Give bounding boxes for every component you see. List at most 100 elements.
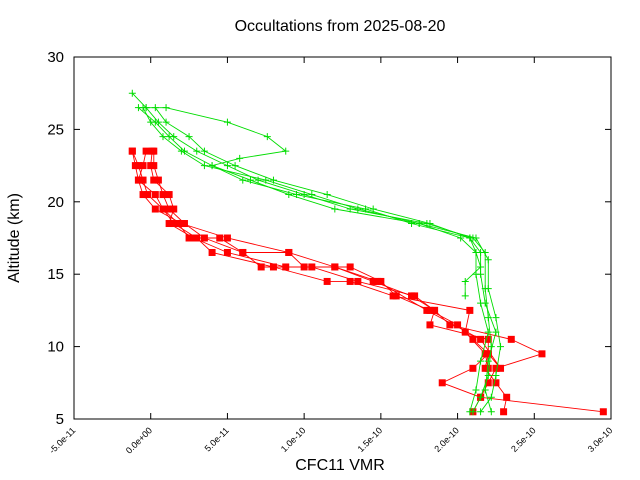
data-point bbox=[200, 162, 208, 170]
data-point bbox=[150, 176, 158, 184]
data-point bbox=[492, 372, 500, 380]
data-point bbox=[446, 321, 454, 329]
y-axis-title: Altitude (km) bbox=[6, 193, 23, 283]
data-point bbox=[484, 285, 492, 293]
data-point bbox=[159, 191, 167, 199]
y-tick-label: 25 bbox=[47, 121, 64, 138]
data-point bbox=[165, 205, 173, 213]
data-point bbox=[484, 350, 492, 358]
data-point bbox=[263, 133, 271, 141]
data-point bbox=[323, 191, 331, 199]
data-point bbox=[481, 299, 489, 307]
data-point bbox=[472, 234, 480, 242]
data-point bbox=[415, 220, 423, 228]
data-point bbox=[231, 162, 239, 170]
data-point bbox=[461, 292, 469, 300]
data-point bbox=[423, 306, 431, 314]
y-tick-label: 15 bbox=[47, 266, 64, 283]
x-axis-title: CFC11 VMR bbox=[295, 457, 385, 474]
data-point bbox=[185, 234, 193, 242]
data-point bbox=[170, 220, 178, 228]
series-8 bbox=[142, 104, 500, 416]
data-point bbox=[162, 104, 170, 112]
y-tick-label: 10 bbox=[47, 339, 64, 356]
data-point bbox=[484, 335, 492, 343]
data-point bbox=[484, 364, 492, 372]
y-tick-label: 30 bbox=[47, 49, 64, 66]
data-point bbox=[323, 277, 331, 285]
data-point bbox=[461, 277, 469, 285]
data-point bbox=[162, 118, 170, 126]
data-point bbox=[216, 234, 224, 242]
chart-title: Occultations from 2025-08-20 bbox=[235, 18, 446, 35]
data-point bbox=[354, 205, 362, 213]
data-point bbox=[497, 364, 505, 372]
data-point bbox=[354, 277, 362, 285]
data-point bbox=[154, 176, 162, 184]
data-point bbox=[134, 104, 142, 112]
plot-frame bbox=[73, 56, 612, 420]
data-point bbox=[200, 147, 208, 155]
data-point bbox=[484, 256, 492, 264]
data-point bbox=[180, 147, 188, 155]
data-point bbox=[174, 220, 182, 228]
series-9 bbox=[134, 104, 485, 300]
data-point bbox=[159, 133, 167, 141]
data-point bbox=[503, 393, 511, 401]
data-point bbox=[497, 343, 505, 351]
y-tick-label: 5 bbox=[56, 411, 64, 428]
data-point bbox=[239, 176, 247, 184]
series-line bbox=[131, 150, 489, 369]
data-point bbox=[484, 372, 492, 380]
data-point bbox=[346, 263, 354, 271]
data-point bbox=[477, 393, 485, 401]
data-point bbox=[285, 191, 293, 199]
data-point bbox=[269, 263, 277, 271]
data-point bbox=[538, 350, 546, 358]
data-point bbox=[599, 408, 607, 416]
data-point bbox=[236, 154, 244, 162]
data-point bbox=[208, 248, 216, 256]
data-point bbox=[408, 220, 416, 228]
data-point bbox=[507, 335, 515, 343]
data-point bbox=[389, 292, 397, 300]
data-point bbox=[142, 104, 150, 112]
data-point bbox=[148, 147, 156, 155]
data-point bbox=[492, 379, 500, 387]
data-point bbox=[193, 147, 201, 155]
data-point bbox=[426, 220, 434, 228]
data-point bbox=[285, 248, 293, 256]
data-point bbox=[369, 277, 377, 285]
data-point bbox=[282, 263, 290, 271]
data-point bbox=[170, 205, 178, 213]
series-line bbox=[138, 107, 482, 296]
data-point bbox=[142, 147, 150, 155]
data-point bbox=[454, 321, 462, 329]
data-point bbox=[151, 118, 159, 126]
data-point bbox=[487, 393, 495, 401]
data-point bbox=[257, 263, 265, 271]
data-point bbox=[374, 277, 382, 285]
data-point bbox=[165, 220, 173, 228]
data-point bbox=[254, 176, 262, 184]
data-point bbox=[223, 162, 231, 170]
data-point bbox=[484, 379, 492, 387]
data-point bbox=[431, 306, 439, 314]
data-point bbox=[477, 270, 485, 278]
data-point bbox=[223, 248, 231, 256]
data-point bbox=[147, 162, 155, 170]
data-point bbox=[477, 263, 485, 271]
data-point bbox=[461, 328, 469, 336]
series-4 bbox=[147, 147, 505, 372]
data-point bbox=[484, 357, 492, 365]
data-point bbox=[223, 234, 231, 242]
data-point bbox=[159, 205, 167, 213]
data-point bbox=[139, 162, 147, 170]
data-point bbox=[438, 379, 446, 387]
data-point bbox=[492, 328, 500, 336]
data-point bbox=[411, 292, 419, 300]
data-point bbox=[262, 176, 270, 184]
data-point bbox=[139, 176, 147, 184]
data-point bbox=[246, 176, 254, 184]
